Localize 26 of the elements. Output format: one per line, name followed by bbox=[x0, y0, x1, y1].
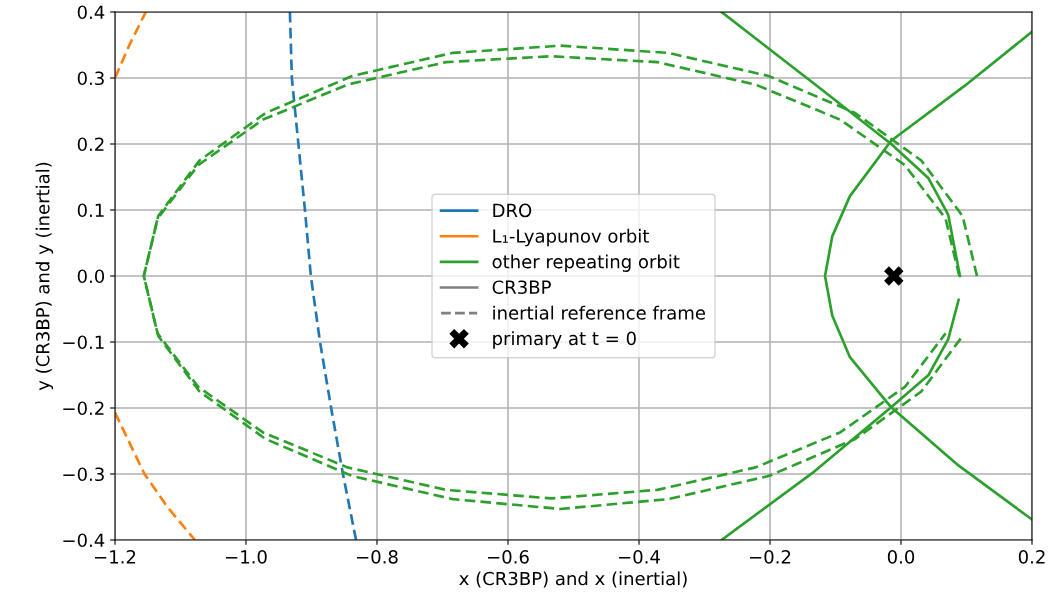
y-tick-label: 0.2 bbox=[77, 137, 104, 152]
y-tick-label: −0.3 bbox=[63, 467, 104, 482]
x-tick-label: 0.0 bbox=[887, 550, 915, 564]
x-tick-label: −0.2 bbox=[749, 550, 791, 564]
x-tick-label: −0.4 bbox=[618, 550, 660, 564]
y-tick-label: −0.4 bbox=[63, 533, 105, 548]
legend-label: other repeating orbit bbox=[492, 254, 680, 272]
y-tick-label: 0.1 bbox=[77, 203, 104, 218]
x-tick-label: −1.0 bbox=[225, 550, 267, 564]
y-tick-label: −0.1 bbox=[63, 335, 104, 350]
legend-label: L₁-Lyapunov orbit bbox=[493, 228, 649, 247]
y-tick-label: −0.2 bbox=[63, 401, 104, 416]
legend-label: inertial reference frame bbox=[493, 305, 706, 320]
x-tick-label: −0.6 bbox=[487, 550, 529, 564]
y-tick-label: 0.0 bbox=[77, 269, 105, 284]
x-tick-label: −0.8 bbox=[356, 550, 398, 564]
legend-label: DRO bbox=[493, 203, 532, 218]
y-tick-label: 0.3 bbox=[77, 71, 104, 86]
x-tick-label: 0.2 bbox=[1018, 550, 1045, 564]
legend-label: primary at t = 0 bbox=[493, 331, 636, 349]
legend-label: CR3BP bbox=[492, 280, 551, 295]
y-axis-title: y (CR3BP) and y (inertial) bbox=[35, 162, 54, 391]
y-tick-label: 0.4 bbox=[77, 5, 105, 20]
x-axis-title: x (CR3BP) and x (inertial) bbox=[459, 571, 687, 588]
line-series bbox=[288, 12, 358, 540]
x-tick-label: −1.2 bbox=[94, 550, 136, 564]
